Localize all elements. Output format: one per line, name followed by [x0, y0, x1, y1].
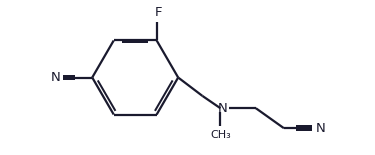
Text: N: N — [316, 122, 326, 135]
Text: CH₃: CH₃ — [210, 130, 231, 140]
Text: N: N — [51, 71, 60, 84]
Text: F: F — [155, 6, 162, 19]
Text: N: N — [217, 102, 227, 115]
